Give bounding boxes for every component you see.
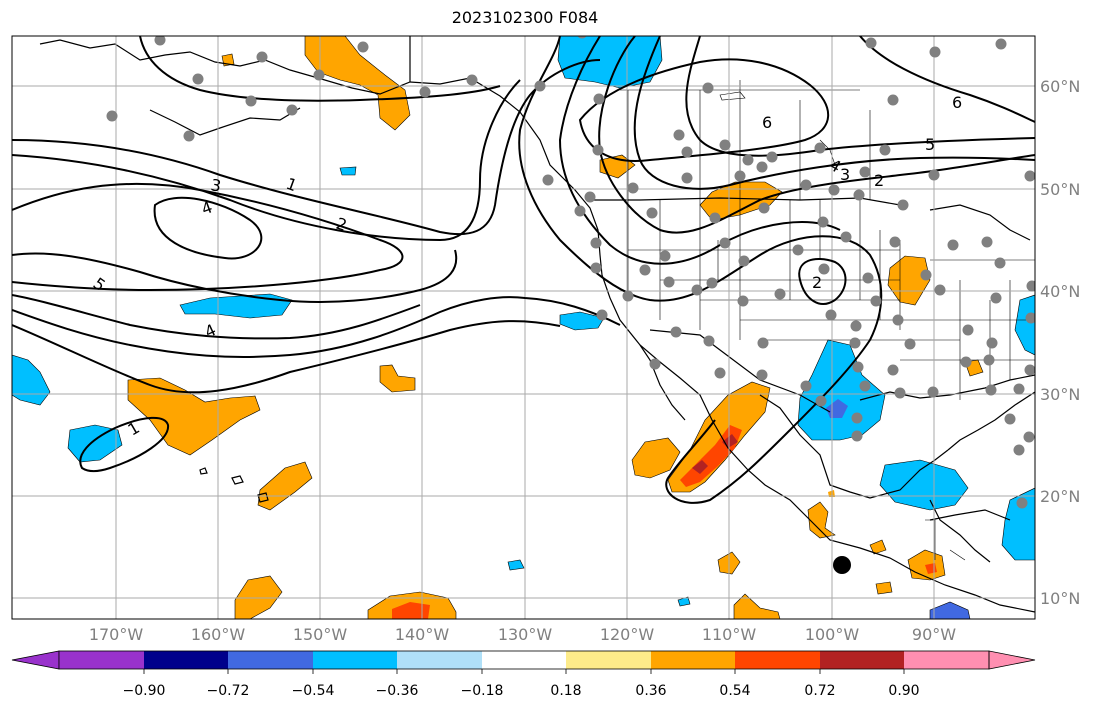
colorbar-segment xyxy=(59,651,144,669)
colorbar-segment xyxy=(313,651,397,669)
contour-label: 3 xyxy=(209,175,222,195)
longitude-labels: 170°W 160°W 150°W 140°W 130°W 120°W 110°… xyxy=(89,625,956,644)
colorbar-segment xyxy=(820,651,904,669)
colorbar-tick-label: −0.72 xyxy=(207,683,250,699)
colorbar-segment xyxy=(144,651,228,669)
contour-label: 3 xyxy=(840,165,850,184)
lon-label: 170°W xyxy=(89,625,144,644)
contour-label: 2 xyxy=(812,273,822,292)
lon-label: 130°W xyxy=(498,625,553,644)
colorbar-segment xyxy=(566,651,651,669)
contour-label: 6 xyxy=(762,113,772,132)
map-background xyxy=(12,36,1035,619)
location-marker xyxy=(833,556,851,574)
colorbar-tick-label: −0.36 xyxy=(376,683,419,699)
lon-label: 110°W xyxy=(702,625,757,644)
contour-label: 6 xyxy=(952,93,962,112)
colorbar-tick-label: 0.36 xyxy=(635,683,666,699)
lat-label: 60°N xyxy=(1040,77,1080,96)
lat-label: 10°N xyxy=(1040,589,1080,608)
colorbar-segment xyxy=(482,651,566,669)
colorbar-tick-label: 0.18 xyxy=(550,683,581,699)
contour-label: 5 xyxy=(925,135,935,154)
lon-label: 100°W xyxy=(805,625,860,644)
lon-label: 160°W xyxy=(191,625,246,644)
lat-label: 50°N xyxy=(1040,180,1080,199)
contour-label: 2 xyxy=(874,171,884,190)
colorbar-tick-label: 0.54 xyxy=(719,683,750,699)
colorbar-frame xyxy=(58,650,990,670)
colorbar-extend-high xyxy=(988,650,1036,670)
lat-label: 40°N xyxy=(1040,282,1080,301)
colorbar-segment xyxy=(228,651,313,669)
colorbar-tick-label: 0.72 xyxy=(804,683,835,699)
colorbar-tick-label: −0.54 xyxy=(292,683,335,699)
colorbar-tick-label: −0.90 xyxy=(123,683,166,699)
colorbar-tick-label: −0.18 xyxy=(461,683,504,699)
lon-label: 140°W xyxy=(395,625,450,644)
lat-label: 30°N xyxy=(1040,385,1080,404)
colorbar-ticks xyxy=(143,669,905,674)
lon-label: 150°W xyxy=(293,625,348,644)
colorbar-segment xyxy=(651,651,735,669)
graticule xyxy=(12,36,1035,619)
colorbar-extend-low xyxy=(11,650,60,670)
colorbar-segment xyxy=(904,651,989,669)
lon-label: 120°W xyxy=(600,625,655,644)
colorbar: −0.90 −0.72 −0.54 −0.36 −0.18 0.18 0.36 … xyxy=(11,650,1036,699)
latitude-labels: 60°N 50°N 40°N 30°N 20°N 10°N xyxy=(1040,77,1080,608)
lat-label: 20°N xyxy=(1040,487,1080,506)
map-frame xyxy=(11,35,1036,620)
lon-label: 90°W xyxy=(912,625,956,644)
shaded-fields xyxy=(12,36,1035,619)
map-title: 2023102300 F084 xyxy=(451,8,599,27)
colorbar-segment xyxy=(735,651,820,669)
height-contours xyxy=(12,36,1035,504)
station-markers xyxy=(106,36,1035,509)
colorbar-segment xyxy=(397,651,482,669)
colorbar-tick-label: 0.90 xyxy=(888,683,919,699)
